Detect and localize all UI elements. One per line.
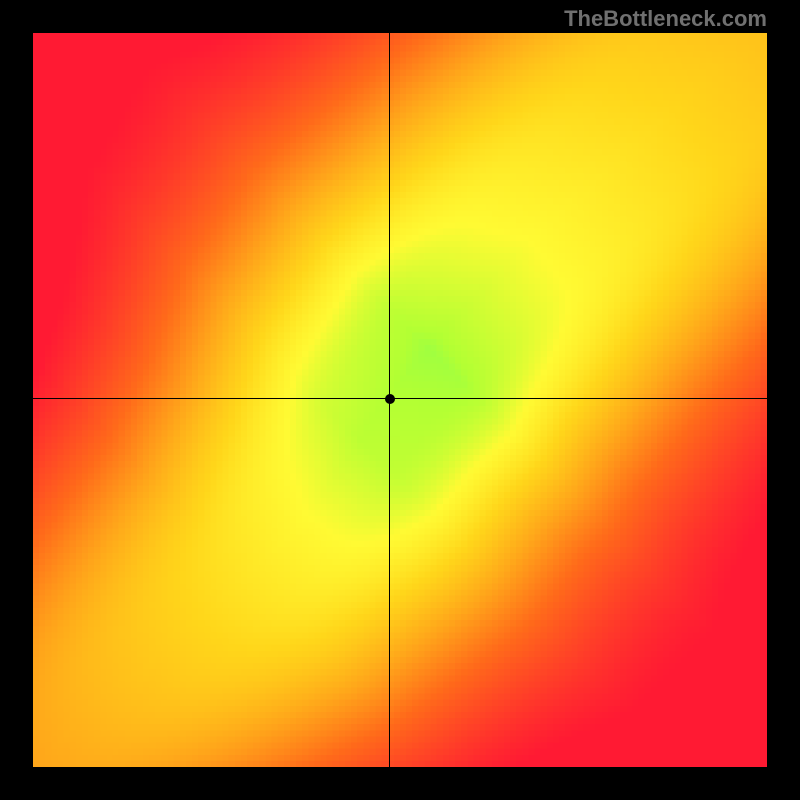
chart-container: TheBottleneck.com (0, 0, 800, 800)
bottleneck-heatmap (33, 33, 767, 767)
crosshair-horizontal (33, 398, 767, 399)
crosshair-marker (385, 394, 395, 404)
watermark-text: TheBottleneck.com (564, 6, 767, 32)
